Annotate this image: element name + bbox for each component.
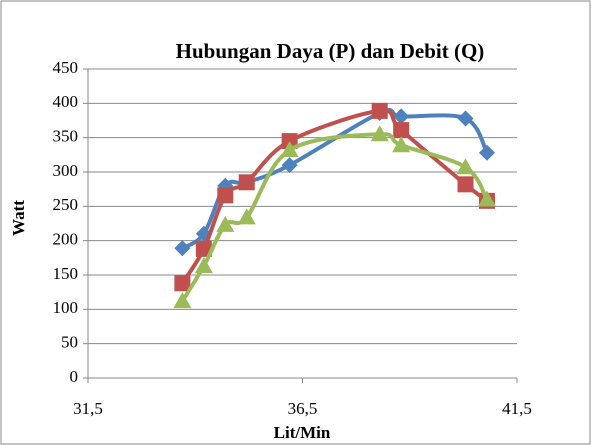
y-tick-label: 50 xyxy=(61,333,78,352)
y-tick-label: 450 xyxy=(53,58,79,77)
point xyxy=(217,187,234,204)
point xyxy=(478,144,495,161)
x-tick-label: 31,5 xyxy=(73,399,103,418)
point xyxy=(393,108,410,125)
point xyxy=(457,110,474,127)
series-line xyxy=(180,107,489,251)
y-tick-label: 200 xyxy=(53,230,79,249)
x-axis-label: Lit/Min xyxy=(274,423,331,442)
point xyxy=(280,141,299,158)
y-tick-label: 400 xyxy=(53,92,79,111)
point xyxy=(457,176,474,193)
x-tick-label: 36,5 xyxy=(288,399,318,418)
chart-title: Hubungan Daya (P) dan Debit (Q) xyxy=(176,39,485,63)
point xyxy=(281,157,298,174)
point xyxy=(371,102,388,119)
point xyxy=(392,136,411,153)
point xyxy=(174,275,191,292)
point xyxy=(477,190,496,207)
point xyxy=(174,240,191,257)
point xyxy=(195,240,212,257)
x-tick-label: 41,5 xyxy=(502,399,532,418)
y-tick-label: 0 xyxy=(70,367,79,386)
point xyxy=(456,158,475,175)
point xyxy=(237,208,256,225)
y-axis-label: Watt xyxy=(9,200,28,236)
y-tick-label: 350 xyxy=(53,127,79,146)
point xyxy=(393,122,410,139)
point xyxy=(216,215,235,232)
point xyxy=(370,125,389,142)
point xyxy=(194,257,213,274)
y-tick-label: 150 xyxy=(53,264,79,283)
point xyxy=(173,292,192,309)
y-tick-label: 100 xyxy=(53,298,79,317)
y-tick-label: 250 xyxy=(53,195,79,214)
point xyxy=(238,174,255,191)
y-tick-label: 300 xyxy=(53,161,79,180)
